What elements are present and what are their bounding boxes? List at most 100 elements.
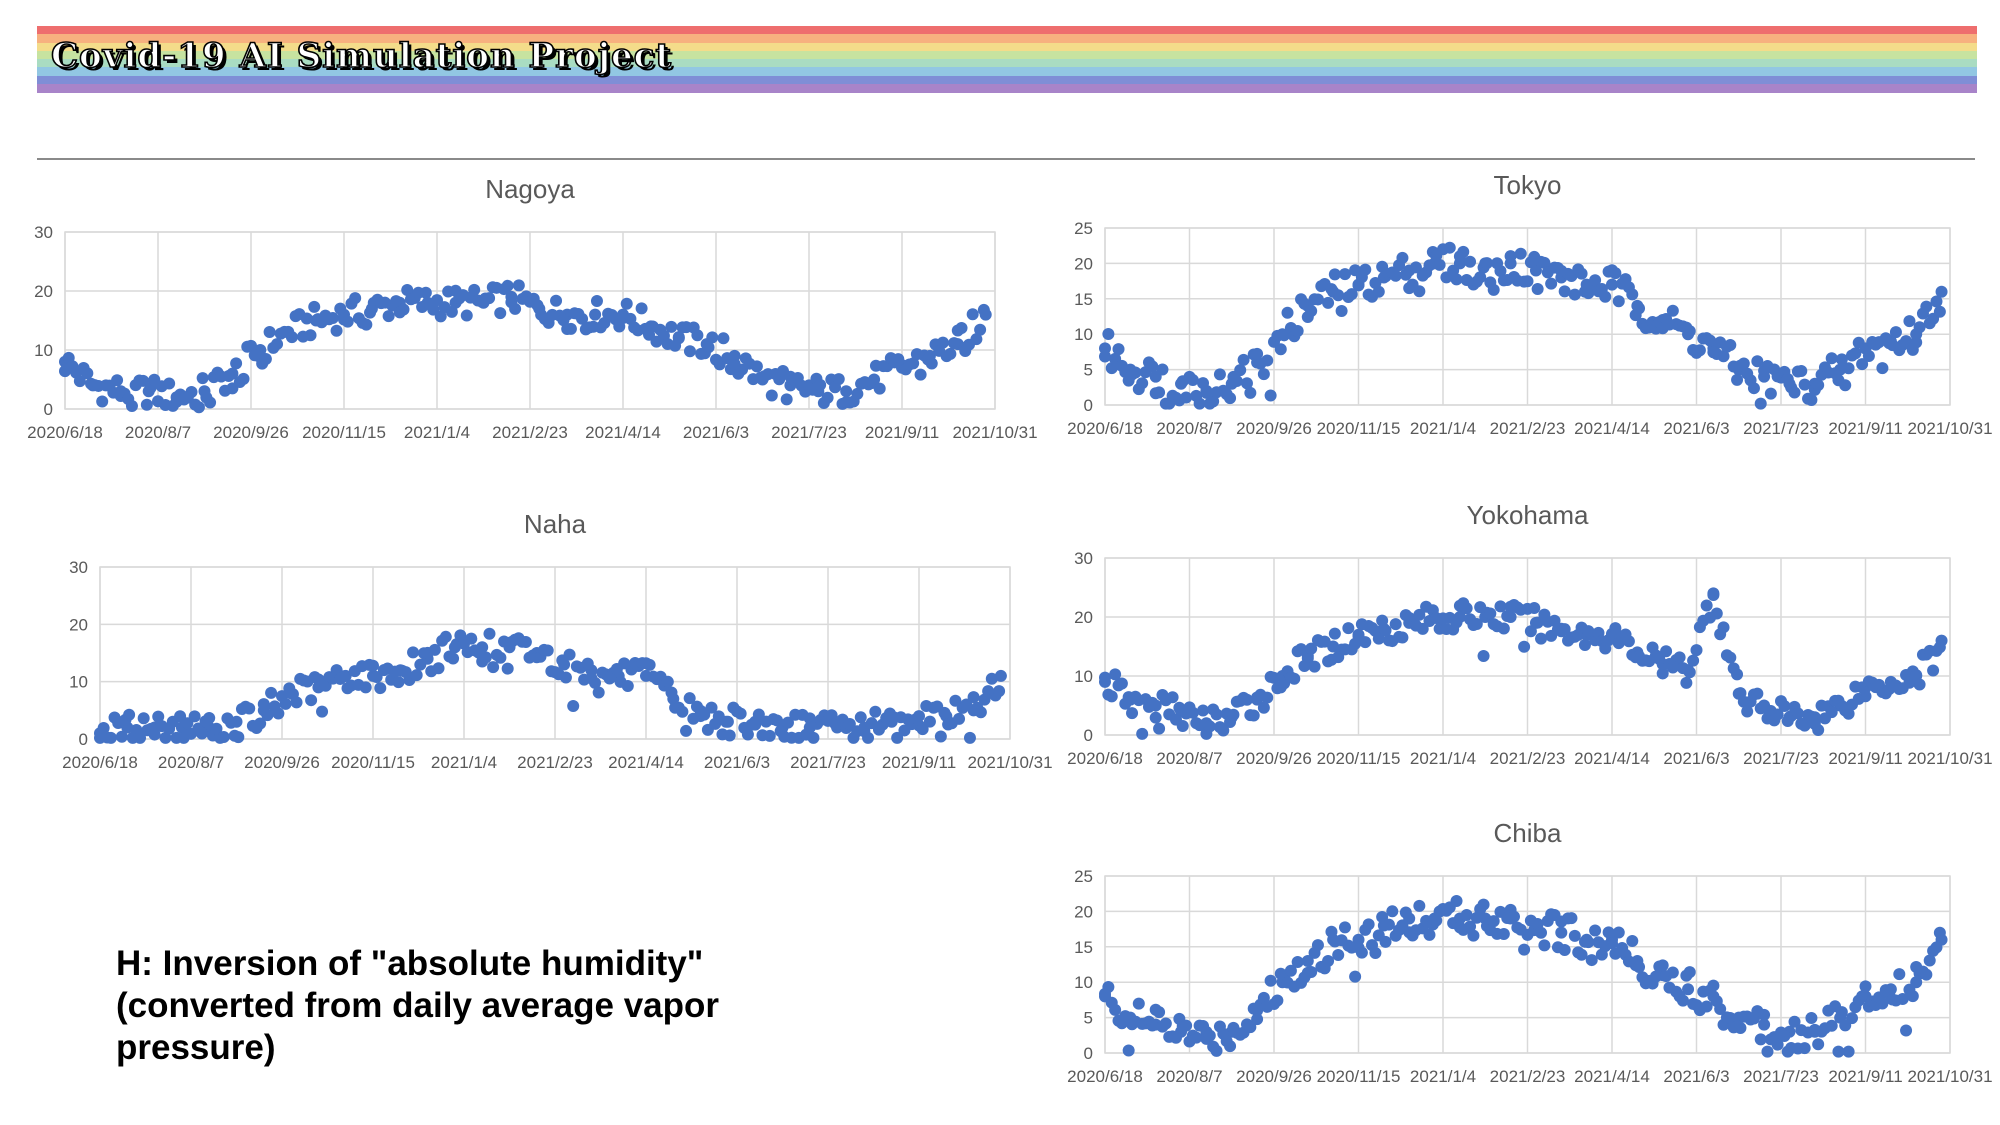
y-tick-label: 0 xyxy=(1084,1044,1093,1063)
data-point xyxy=(840,385,853,398)
data-point xyxy=(1717,350,1730,363)
x-tick-label: 2021/2/23 xyxy=(1490,1067,1566,1086)
data-point xyxy=(1153,386,1166,399)
data-point xyxy=(771,714,784,727)
data-point xyxy=(949,694,962,707)
x-tick-label: 2020/11/15 xyxy=(1317,419,1401,438)
data-point xyxy=(1244,1021,1257,1034)
data-point xyxy=(115,730,128,743)
data-point xyxy=(300,312,313,325)
data-point xyxy=(1345,288,1358,301)
x-tick-label: 2021/6/3 xyxy=(1663,749,1729,768)
data-point xyxy=(1747,382,1760,395)
stripe xyxy=(37,67,1977,76)
data-point xyxy=(1558,623,1571,636)
data-point xyxy=(1717,621,1730,634)
data-point xyxy=(1261,691,1274,704)
x-tick-label: 2020/11/15 xyxy=(1317,749,1401,768)
stripe xyxy=(37,34,1977,43)
data-point xyxy=(1450,273,1463,286)
x-tick-label: 2021/10/31 xyxy=(1907,1067,1992,1086)
data-point xyxy=(1653,653,1666,666)
data-point xyxy=(563,648,576,661)
data-point xyxy=(1186,374,1199,387)
data-point xyxy=(432,662,445,675)
data-point xyxy=(494,651,507,664)
data-point xyxy=(1450,616,1463,629)
data-point xyxy=(1227,708,1240,721)
data-point xyxy=(1771,1038,1784,1051)
data-point xyxy=(1257,701,1270,714)
y-tick-label: 30 xyxy=(34,223,53,242)
x-tick-label: 2021/2/23 xyxy=(1490,419,1566,438)
data-point xyxy=(341,315,354,328)
data-point xyxy=(1507,910,1520,923)
data-point xyxy=(1271,994,1284,1007)
data-point xyxy=(1396,251,1409,264)
y-tick-label: 5 xyxy=(1084,1009,1093,1028)
x-tick-label: 2021/4/14 xyxy=(1574,419,1650,438)
data-point xyxy=(1234,364,1247,377)
data-point xyxy=(1372,632,1385,645)
data-point xyxy=(1558,944,1571,957)
y-tick-label: 25 xyxy=(1074,219,1093,238)
data-point xyxy=(134,731,147,744)
data-point xyxy=(1122,1044,1135,1057)
data-point xyxy=(1105,362,1118,375)
data-point xyxy=(428,643,441,656)
data-point xyxy=(581,657,594,670)
data-point xyxy=(1731,668,1744,681)
data-point xyxy=(1920,300,1933,313)
data-point xyxy=(1589,274,1602,287)
divider-line xyxy=(37,158,1975,160)
data-point xyxy=(279,697,292,710)
y-tick-label: 0 xyxy=(1084,726,1093,745)
data-point xyxy=(1342,622,1355,635)
data-point xyxy=(1913,678,1926,691)
data-point xyxy=(445,305,458,318)
data-point xyxy=(1910,669,1923,682)
data-point xyxy=(1298,659,1311,672)
data-point xyxy=(1862,349,1875,362)
data-point xyxy=(1778,700,1791,713)
data-point xyxy=(337,670,350,683)
data-point xyxy=(1791,707,1804,720)
data-point xyxy=(683,345,696,358)
chart-svg: Naha 0 10 20 30 2020/6/18 2020/8/7 2020/9/26 202… xyxy=(62,509,1052,772)
data-point xyxy=(326,312,339,325)
data-point xyxy=(680,724,693,737)
data-point xyxy=(665,320,678,333)
data-point xyxy=(891,731,904,744)
x-tick-label: 2021/7/23 xyxy=(771,423,847,442)
x-tick-label: 2020/6/18 xyxy=(1067,1067,1143,1086)
data-point xyxy=(1518,943,1531,956)
data-point xyxy=(1606,278,1618,291)
data-point xyxy=(1264,389,1277,402)
data-point xyxy=(374,682,387,695)
x-tick-label: 2020/6/18 xyxy=(27,423,103,442)
data-point xyxy=(1379,935,1392,948)
data-point xyxy=(1416,622,1429,635)
data-point xyxy=(257,698,270,711)
chart-naha: Naha 0 10 20 30 2020/6/18 2020/8/7 2020/9/26 202… xyxy=(55,505,1052,805)
data-point xyxy=(1156,363,1169,376)
data-point xyxy=(1927,664,1940,677)
y-tick-label: 20 xyxy=(1074,608,1093,627)
data-point xyxy=(1839,379,1852,392)
data-point xyxy=(1558,285,1571,298)
data-point xyxy=(1805,1011,1818,1024)
chart-title: Yokohama xyxy=(1467,500,1589,530)
data-point xyxy=(1568,929,1581,942)
data-point xyxy=(1224,392,1237,405)
data-point xyxy=(1633,961,1646,974)
data-point xyxy=(1771,708,1784,721)
data-point xyxy=(1758,1018,1771,1031)
data-point xyxy=(1386,905,1399,918)
data-point xyxy=(1423,259,1436,272)
data-point xyxy=(1842,1045,1855,1058)
x-tick-label: 2020/6/18 xyxy=(1067,419,1143,438)
data-point xyxy=(1903,315,1916,328)
data-point xyxy=(1690,644,1703,657)
data-point xyxy=(1210,1044,1223,1057)
data-point xyxy=(1754,1033,1767,1046)
